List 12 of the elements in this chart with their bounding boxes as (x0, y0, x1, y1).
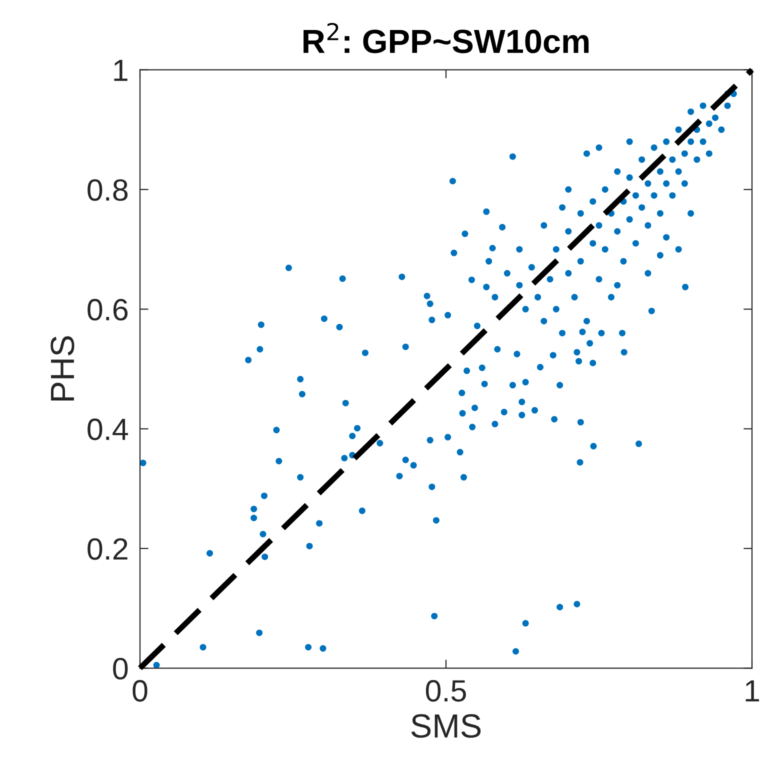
chart-title: R$^{2}$: GPP~SW10cm (304, 22, 589, 54)
y-tick-label: 0.8 (88, 179, 128, 201)
x-tick-label: 0 (132, 680, 148, 702)
x-tick-label: 1 (746, 680, 759, 702)
y-axis-title: PHS (50, 336, 74, 401)
y-tick-label: 0 (113, 658, 128, 680)
y-tick-label: 0.6 (88, 298, 128, 321)
y-tick-label: 0.2 (88, 538, 128, 560)
x-axis-title: SMS (411, 714, 481, 738)
y-tick-label: 0.4 (88, 418, 128, 440)
x-tick-label: 0.5 (426, 680, 466, 702)
y-tick-label: 1 (114, 60, 128, 81)
